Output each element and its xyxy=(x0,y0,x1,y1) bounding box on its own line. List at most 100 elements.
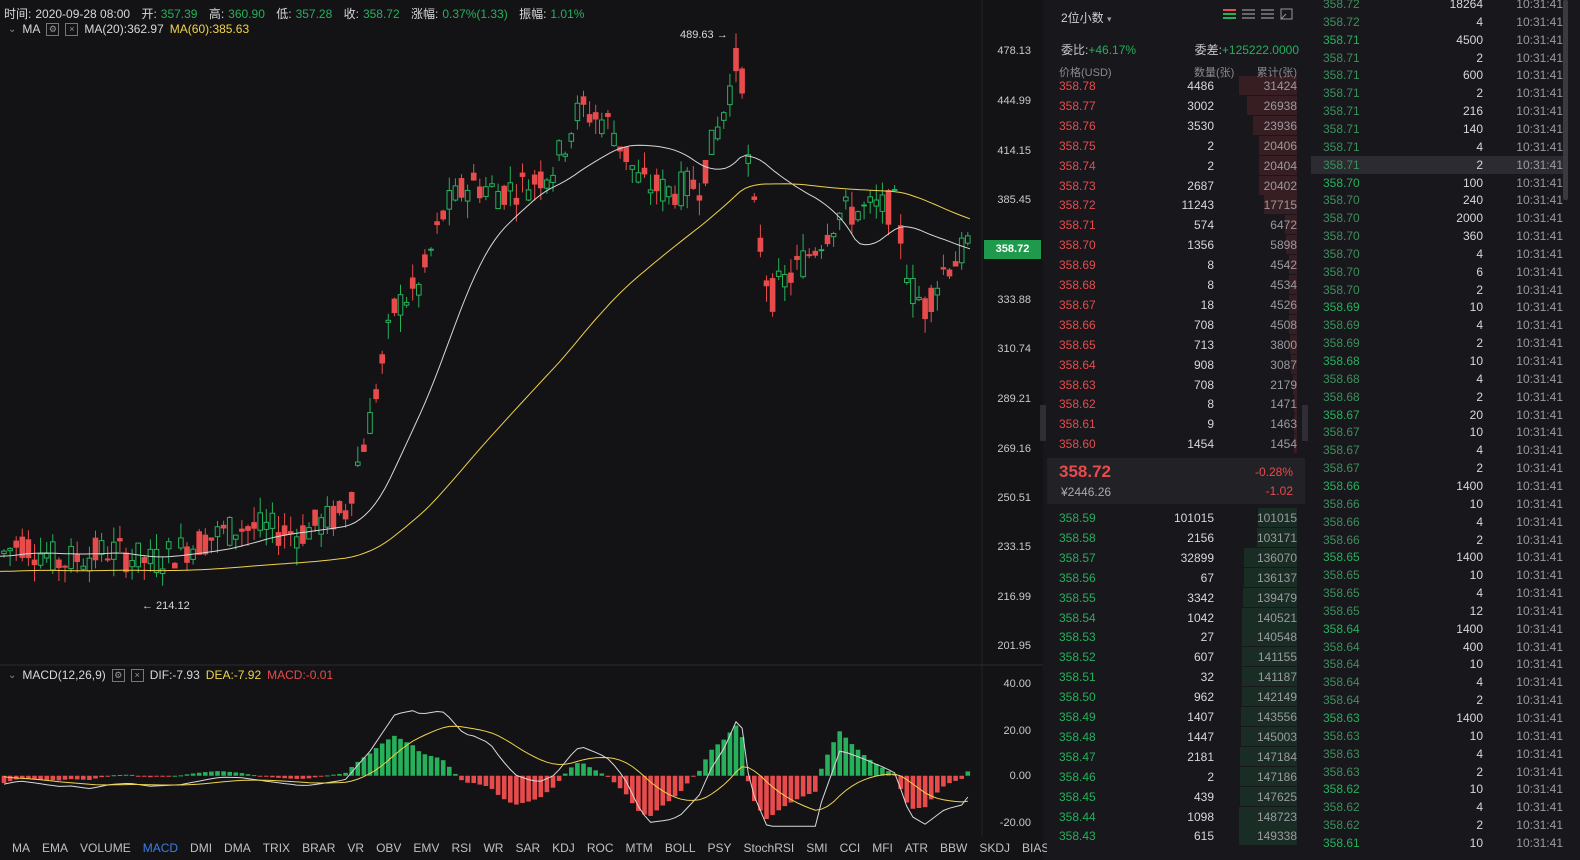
ask-row[interactable]: 358.60 1454 1454 xyxy=(1053,434,1297,454)
tab-emv[interactable]: EMV xyxy=(413,841,440,855)
bid-row[interactable]: 358.58 2156 103171 xyxy=(1053,527,1297,547)
tab-rsi[interactable]: RSI xyxy=(451,841,472,855)
bid-row[interactable]: 358.54 1042 140521 xyxy=(1053,607,1297,627)
macd-histogram-bar xyxy=(20,775,25,779)
bid-row[interactable]: 358.49 1407 143556 xyxy=(1053,707,1297,726)
tab-macd[interactable]: MACD xyxy=(142,841,179,855)
ask-row[interactable]: 358.69 8 4542 xyxy=(1053,255,1297,275)
ask-row[interactable]: 358.67 18 4526 xyxy=(1053,294,1297,314)
close-icon[interactable]: × xyxy=(65,22,79,36)
ask-cum: 1454 xyxy=(1270,437,1297,452)
collapse-chevron-icon[interactable]: ⌄ xyxy=(8,23,17,35)
bid-row[interactable]: 358.43 615 149338 xyxy=(1053,826,1297,846)
col-qty: 数量(张) xyxy=(1193,67,1235,79)
candlestick-svg[interactable]: 489.63 → ← 214.12 xyxy=(0,0,1043,836)
bid-row[interactable]: 358.44 1098 148723 xyxy=(1053,806,1297,826)
settings-icon[interactable]: ⚙ xyxy=(46,22,60,36)
dif-value: DIF:-7.93 xyxy=(149,668,200,682)
bid-row[interactable]: 358.48 1447 145003 xyxy=(1053,726,1297,746)
tab-brar[interactable]: BRAR xyxy=(302,841,336,855)
tab-boll[interactable]: BOLL xyxy=(664,841,696,855)
bid-row[interactable]: 358.52 607 141155 xyxy=(1053,647,1297,667)
candle-body xyxy=(367,412,373,434)
macd-histogram-bar xyxy=(642,775,647,815)
tab-sar[interactable]: SAR xyxy=(515,841,541,855)
bid-row[interactable]: 358.56 67 136137 xyxy=(1053,567,1297,587)
ask-row[interactable]: 358.78 4486 31424 xyxy=(1053,76,1297,95)
ask-row[interactable]: 358.71 574 6472 xyxy=(1053,215,1297,235)
ask-row[interactable]: 358.73 2687 20402 xyxy=(1053,175,1297,195)
tab-kdj[interactable]: KDJ xyxy=(552,841,575,855)
expand-icon[interactable] xyxy=(1280,8,1293,20)
tab-dmi[interactable]: DMI xyxy=(190,841,213,855)
tab-obv[interactable]: OBV xyxy=(376,841,402,855)
macd-histogram-bar xyxy=(489,775,495,789)
ask-row[interactable]: 358.72 11243 17715 xyxy=(1053,195,1297,215)
precision-dropdown[interactable]: 2位小数 ▾ xyxy=(1061,9,1112,26)
tab-ma[interactable]: MA xyxy=(12,841,30,855)
tab-vr[interactable]: VR xyxy=(347,841,365,855)
ask-row[interactable]: 358.64 908 3087 xyxy=(1053,354,1297,374)
tab-roc[interactable]: ROC xyxy=(586,841,614,855)
trade-row: 358.71 600 10:31:41 xyxy=(1311,66,1563,84)
close-icon[interactable]: × xyxy=(130,668,144,682)
tab-volume[interactable]: VOLUME xyxy=(80,841,131,855)
ask-row[interactable]: 358.74 2 20404 xyxy=(1053,155,1297,175)
tab-trix[interactable]: TRIX xyxy=(262,841,291,855)
ask-row[interactable]: 358.65 713 3800 xyxy=(1053,334,1297,354)
tab-dma[interactable]: DMA xyxy=(224,841,251,855)
bid-row[interactable]: 358.57 32899 136070 xyxy=(1053,547,1297,567)
tab-bias[interactable]: BIAS xyxy=(1022,841,1050,855)
tab-mtm[interactable]: MTM xyxy=(625,841,653,855)
trades-scrollbar[interactable] xyxy=(1563,0,1568,200)
macd-histogram-bar xyxy=(672,775,678,797)
trade-price: 358.65 xyxy=(1323,550,1360,565)
tab-stochrsi[interactable]: StochRSI xyxy=(743,841,795,855)
tab-cci[interactable]: CCI xyxy=(839,841,861,855)
bid-row[interactable]: 358.46 2 147186 xyxy=(1053,766,1297,786)
ask-row[interactable]: 358.61 9 1463 xyxy=(1053,414,1297,434)
both-sides-view-icon[interactable] xyxy=(1223,8,1236,20)
panel-resize-handle[interactable] xyxy=(1302,405,1308,441)
bid-row[interactable]: 358.47 2181 147184 xyxy=(1053,746,1297,766)
macd-histogram-bar xyxy=(575,763,580,776)
tab-wr[interactable]: WR xyxy=(483,841,504,855)
trade-qty: 4 xyxy=(1476,14,1483,29)
depth-bar xyxy=(1288,275,1297,294)
bid-row[interactable]: 358.55 3342 139479 xyxy=(1053,587,1297,607)
ask-row[interactable]: 358.66 708 4508 xyxy=(1053,314,1297,334)
tab-skdj[interactable]: SKDJ xyxy=(979,841,1011,855)
tab-mfi[interactable]: MFI xyxy=(872,841,893,855)
tab-psy[interactable]: PSY xyxy=(707,841,732,855)
bid-row[interactable]: 358.53 27 140548 xyxy=(1053,627,1297,647)
macd-histogram-bar xyxy=(965,771,971,776)
tab-smi[interactable]: SMI xyxy=(806,841,828,855)
ask-row[interactable]: 358.68 8 4534 xyxy=(1053,275,1297,294)
bid-row[interactable]: 358.51 32 141187 xyxy=(1053,667,1297,687)
ask-row[interactable]: 358.63 708 2179 xyxy=(1053,374,1297,394)
bid-row[interactable]: 358.59 101015 101015 xyxy=(1053,508,1297,527)
candle-body xyxy=(751,196,758,200)
trade-time: 10:31:41 xyxy=(1516,121,1563,136)
macd-histogram-bar xyxy=(721,739,727,776)
ask-row[interactable]: 358.75 2 20406 xyxy=(1053,135,1297,155)
settings-icon[interactable]: ⚙ xyxy=(111,668,125,682)
ask-row[interactable]: 358.62 8 1471 xyxy=(1053,394,1297,414)
ask-row[interactable]: 358.76 3530 23936 xyxy=(1053,115,1297,135)
tab-atr[interactable]: ATR xyxy=(904,841,929,855)
tab-bbw[interactable]: BBW xyxy=(940,841,968,855)
bid-row[interactable]: 358.45 439 147625 xyxy=(1053,786,1297,806)
bids-view-icon[interactable] xyxy=(1261,8,1274,20)
trade-price: 358.71 xyxy=(1323,68,1360,83)
ask-row[interactable]: 358.70 1356 5898 xyxy=(1053,235,1297,255)
ask-row[interactable]: 358.77 3002 26938 xyxy=(1053,95,1297,115)
candle-body xyxy=(306,527,312,540)
kline-chart-panel[interactable]: 时间: 2020-09-28 08:00 开: 357.39 高: 360.90 低:… xyxy=(0,0,1049,860)
tab-ema[interactable]: EMA xyxy=(42,841,69,855)
bid-row[interactable]: 358.50 962 142149 xyxy=(1053,687,1297,707)
asks-view-icon[interactable] xyxy=(1242,8,1255,20)
macd-histogram-bar xyxy=(447,766,452,776)
panel-resize-handle[interactable] xyxy=(1040,405,1046,441)
macd-histogram-bar xyxy=(593,770,598,776)
collapse-chevron-icon[interactable]: ⌄ xyxy=(8,669,17,681)
